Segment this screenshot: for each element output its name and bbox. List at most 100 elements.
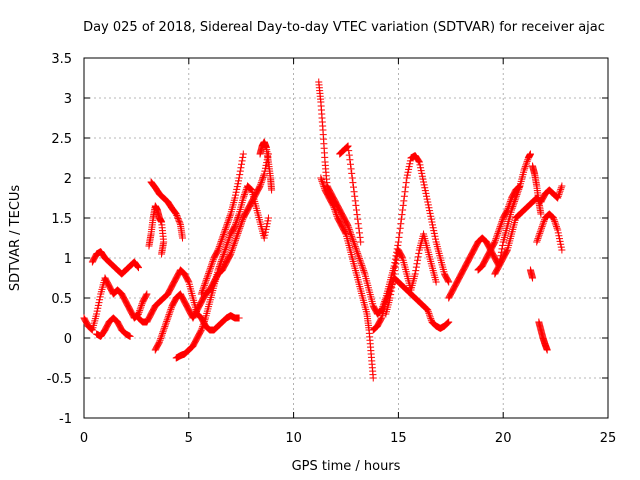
data-point: [215, 264, 223, 272]
data-point: [399, 206, 407, 214]
data-point: [417, 164, 425, 172]
data-point: [203, 273, 211, 281]
data-point: [257, 179, 265, 187]
data-point: [206, 266, 214, 274]
data-point: [386, 294, 394, 302]
x-tick-label: 25: [600, 431, 617, 446]
data-point: [550, 214, 558, 222]
data-point: [237, 219, 245, 227]
data-point: [360, 267, 368, 275]
data-point: [209, 256, 217, 264]
data-point: [396, 224, 404, 232]
data-point: [235, 314, 243, 322]
y-tick-label: 0.5: [51, 292, 72, 307]
data-point: [538, 224, 546, 232]
data-point: [503, 247, 511, 255]
data-point: [428, 218, 436, 226]
data-point: [444, 277, 452, 285]
data-point: [520, 166, 528, 174]
data-point: [429, 224, 437, 232]
data-point: [235, 226, 243, 234]
data-point: [214, 246, 222, 254]
data-point: [550, 216, 558, 224]
x-axis-label: GPS time / hours: [292, 459, 401, 474]
data-point: [421, 184, 429, 192]
data-point: [397, 220, 405, 228]
data-point: [503, 207, 511, 215]
data-point: [320, 184, 328, 192]
data-point: [536, 228, 544, 236]
data-point: [219, 252, 227, 260]
data-point: [223, 240, 231, 248]
data-point: [158, 329, 166, 337]
data-point: [216, 241, 224, 249]
data-point: [217, 239, 225, 247]
data-point: [214, 266, 222, 274]
data-point: [420, 178, 428, 186]
data-point: [400, 197, 408, 205]
data-point: [432, 235, 440, 243]
data-point: [215, 243, 223, 251]
data-point: [490, 239, 498, 247]
data-point: [155, 339, 163, 347]
data-point: [496, 224, 504, 232]
data-point: [429, 221, 437, 229]
data-point: [498, 245, 506, 253]
data-point: [543, 346, 551, 354]
data-point: [236, 167, 244, 175]
data-point: [258, 177, 266, 185]
data-point: [497, 252, 505, 260]
y-tick-label: 2.5: [51, 132, 72, 147]
data-point: [246, 185, 254, 193]
data-point: [235, 212, 243, 220]
data-point: [387, 284, 395, 292]
data-point: [356, 256, 364, 264]
data-point: [207, 263, 215, 271]
data-point: [137, 301, 145, 309]
data-point: [415, 158, 423, 166]
data-point: [420, 181, 428, 189]
data-point: [236, 223, 244, 231]
data-point: [260, 170, 268, 178]
data-point: [341, 229, 349, 237]
data-point: [319, 181, 327, 189]
data-point: [220, 229, 228, 237]
data-point: [165, 311, 173, 319]
data-point: [352, 246, 360, 254]
data-point: [427, 215, 435, 223]
data-point: [402, 183, 410, 191]
data-point: [497, 219, 505, 227]
data-point: [161, 321, 169, 329]
data-point: [352, 244, 360, 252]
data-point: [350, 188, 358, 196]
data-point: [523, 157, 531, 165]
data-point: [264, 217, 272, 225]
data-point: [416, 161, 424, 169]
y-tick-label: -0.5: [47, 372, 72, 387]
data-point: [237, 164, 245, 172]
data-point: [388, 284, 396, 292]
data-point: [173, 211, 181, 219]
data-point: [176, 219, 184, 227]
data-point: [358, 261, 366, 269]
data-point: [354, 215, 362, 223]
data-point: [556, 237, 564, 245]
data-point: [197, 326, 205, 334]
data-point: [351, 192, 359, 200]
data-point: [521, 164, 529, 172]
data-point: [396, 229, 404, 237]
data-point: [418, 172, 426, 180]
data-point: [331, 205, 339, 213]
data-point: [232, 219, 240, 227]
data-point: [184, 277, 192, 285]
data-point: [511, 197, 519, 205]
data-point: [356, 233, 364, 241]
data-point: [215, 244, 223, 252]
data-point: [533, 238, 541, 246]
data-point: [158, 331, 166, 339]
data-point: [167, 304, 175, 312]
data-point: [223, 222, 231, 230]
data-point: [161, 323, 169, 331]
y-tick-label: 0: [64, 332, 72, 347]
data-point: [557, 184, 565, 192]
